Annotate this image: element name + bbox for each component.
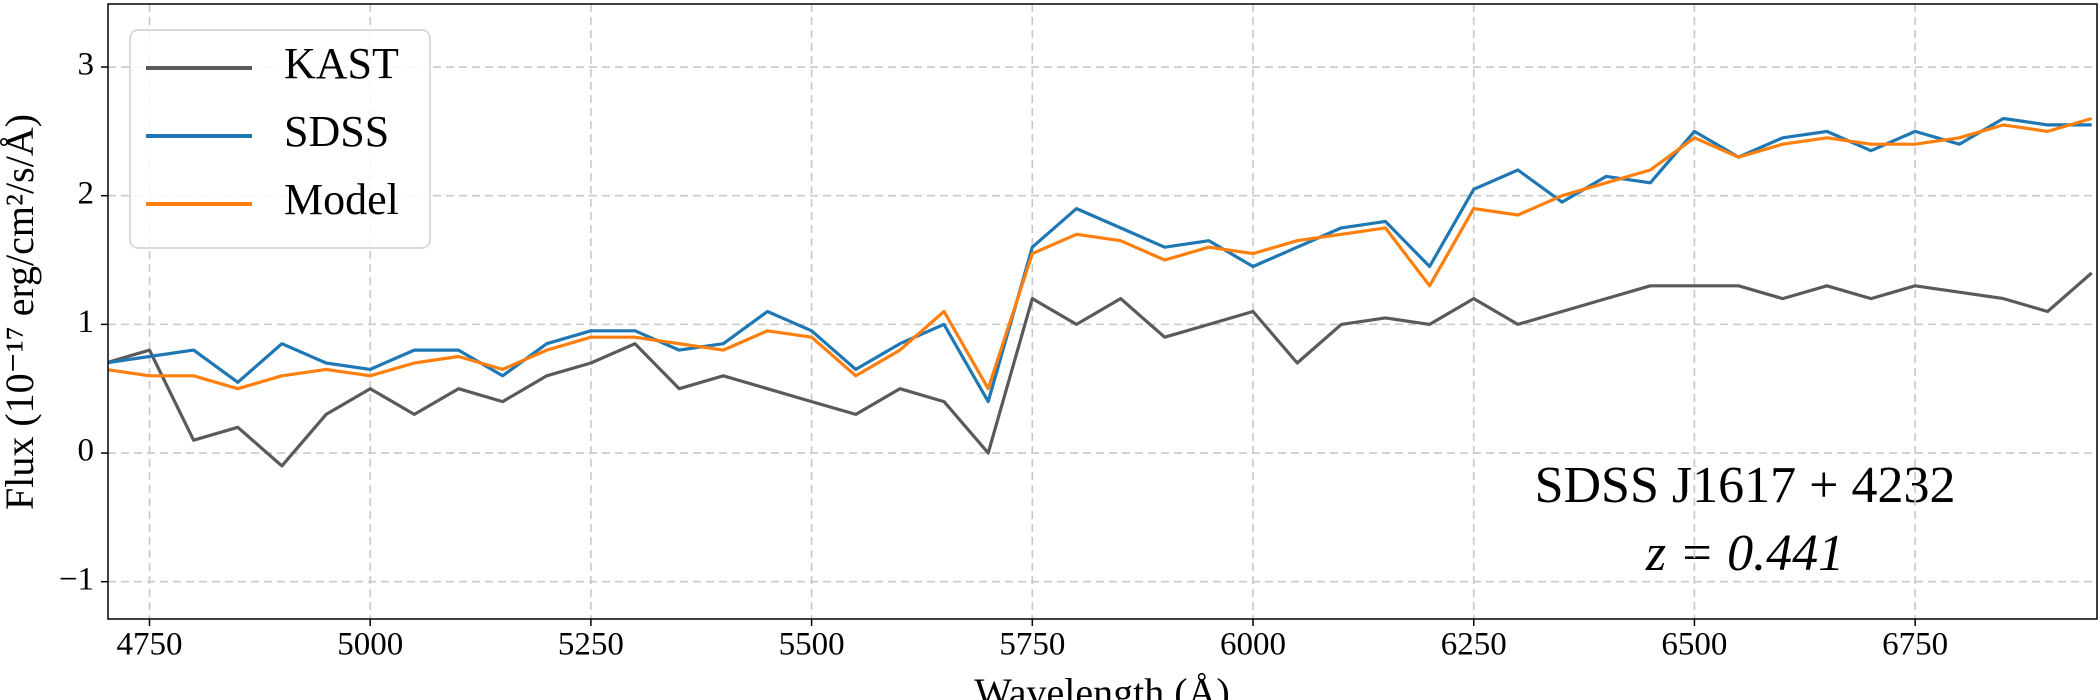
annotation: z = 0.441: [1645, 525, 1844, 582]
legend-label: Model: [284, 175, 399, 224]
series-line: [108, 116, 2092, 404]
plot-area: [108, 116, 2093, 468]
x-tick-label: 5750: [999, 627, 1065, 663]
x-axis-label: Wavelength (Å): [974, 670, 1230, 700]
y-tick-label: 1: [78, 304, 95, 340]
series-line: [108, 271, 2093, 468]
y-tick-label: 2: [78, 175, 95, 211]
y-axis-label: Flux (10⁻¹⁷ erg/cm²/s/Å): [0, 114, 42, 510]
x-tick-label: 5000: [337, 627, 403, 663]
plot-frame: [107, 3, 2098, 620]
x-tick-label: 5500: [779, 627, 845, 663]
x-tick-label: 5250: [558, 627, 624, 663]
x-tick-label: 6250: [1441, 627, 1507, 663]
annotation: SDSS J1617 + 4232: [1535, 457, 1956, 514]
x-tick-label: 6750: [1882, 627, 1948, 663]
legend-label: SDSS: [284, 107, 389, 156]
x-tick-label: 4750: [116, 627, 182, 663]
x-tick-label: 6000: [1220, 627, 1286, 663]
y-tick-label: 3: [78, 47, 95, 83]
x-tick-label: 6500: [1661, 627, 1727, 663]
series-line: [108, 116, 2093, 391]
y-tick-label: −1: [59, 561, 94, 597]
legend-box: [129, 29, 431, 249]
y-tick-label: 0: [78, 433, 95, 469]
legend-label: KAST: [284, 39, 399, 88]
